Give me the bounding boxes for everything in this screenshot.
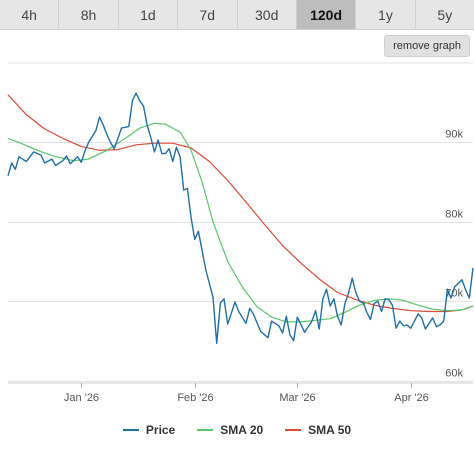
chart-legend: Price SMA 20 SMA 50	[0, 420, 474, 440]
tab-30d[interactable]: 30d	[238, 0, 297, 29]
legend-swatch	[122, 429, 139, 431]
series-line-price	[7, 92, 474, 344]
series-line-sma-50	[7, 94, 474, 313]
legend-item-sma-20[interactable]: SMA 20	[197, 423, 263, 437]
tab-1y[interactable]: 1y	[356, 0, 416, 29]
legend-item-price[interactable]: Price	[122, 423, 176, 437]
tab-1d[interactable]: 1d	[119, 0, 179, 29]
y-tick-label: 80k	[445, 209, 463, 221]
tab-120d[interactable]: 120d	[296, 0, 357, 29]
legend-label: SMA 50	[308, 423, 352, 437]
tab-7d[interactable]: 7d	[178, 0, 238, 29]
x-tick-label: Apr '26	[394, 392, 429, 404]
legend-item-sma-50[interactable]: SMA 50	[285, 423, 351, 437]
tab-5y[interactable]: 5y	[437, 6, 453, 23]
tab-8h[interactable]: 8h	[59, 0, 119, 29]
series-line-sma-20	[7, 122, 474, 323]
tab-4h[interactable]: 4h	[0, 0, 60, 29]
legend-label: SMA 20	[220, 423, 264, 437]
time-range-tabs: 4h 8h 1d 7d 30d 120d 1y 5y	[0, 0, 474, 30]
y-tick-label: 60k	[445, 368, 463, 380]
legend-label: Price	[145, 423, 176, 437]
x-tick-label: Feb '26	[177, 392, 213, 404]
legend-swatch	[285, 429, 302, 431]
legend-swatch	[197, 429, 214, 431]
x-tick-label: Mar '26	[279, 392, 315, 404]
x-tick-label: Jan '26	[64, 392, 99, 404]
y-tick-label: 90k	[445, 129, 463, 141]
remove-graph-button[interactable]: remove graph	[384, 35, 470, 57]
